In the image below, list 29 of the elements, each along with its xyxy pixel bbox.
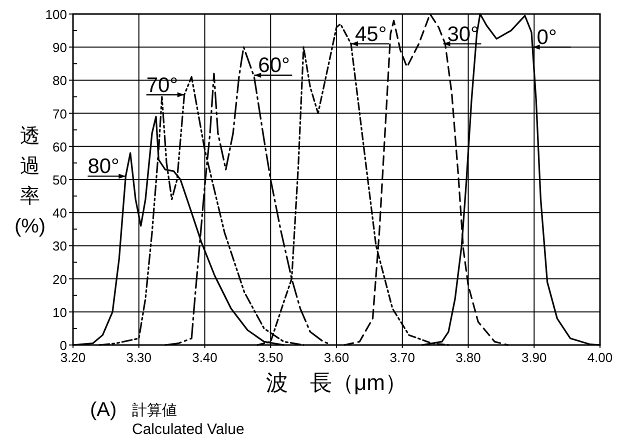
- annotation: 70°: [146, 74, 178, 97]
- y-tick-label: 90: [52, 40, 67, 56]
- y-tick-label: 20: [52, 272, 67, 287]
- y-tick-label: 60: [52, 139, 67, 154]
- x-tick-label: 3.50: [258, 350, 284, 365]
- x-tick-label: 3.60: [324, 350, 350, 365]
- y-axis-title: 透過率(%): [14, 126, 46, 238]
- y-tick-label: 0: [60, 338, 67, 353]
- x-tick-label: 3.80: [456, 350, 481, 365]
- y-tick-label: 50: [52, 172, 67, 188]
- x-tick-label: 3.70: [390, 350, 416, 365]
- annotation: 0°: [536, 26, 557, 50]
- y-tick-label: 10: [52, 304, 67, 320]
- x-tick-label: 3.40: [192, 350, 218, 365]
- y-tick-label: 80: [52, 73, 67, 88]
- y-tick-label: 70: [52, 106, 67, 122]
- x-tick-label: 3.90: [521, 350, 547, 365]
- text: 計算値: [132, 402, 177, 419]
- x-tick-label: 4.00: [587, 350, 613, 365]
- x-tick-label: 3.30: [126, 350, 152, 365]
- y-tick-label: 30: [52, 238, 67, 254]
- y-tick-label: 100: [45, 7, 67, 22]
- x-tick-label: 3.20: [60, 350, 86, 365]
- x-axis-title: 波 長（μm）: [266, 370, 408, 395]
- text: (A): [90, 399, 117, 421]
- annotation: 80°: [88, 155, 120, 178]
- y-tick-label: 40: [52, 206, 67, 221]
- text: Calculated Value: [132, 421, 244, 438]
- annotation: 45°: [354, 22, 387, 46]
